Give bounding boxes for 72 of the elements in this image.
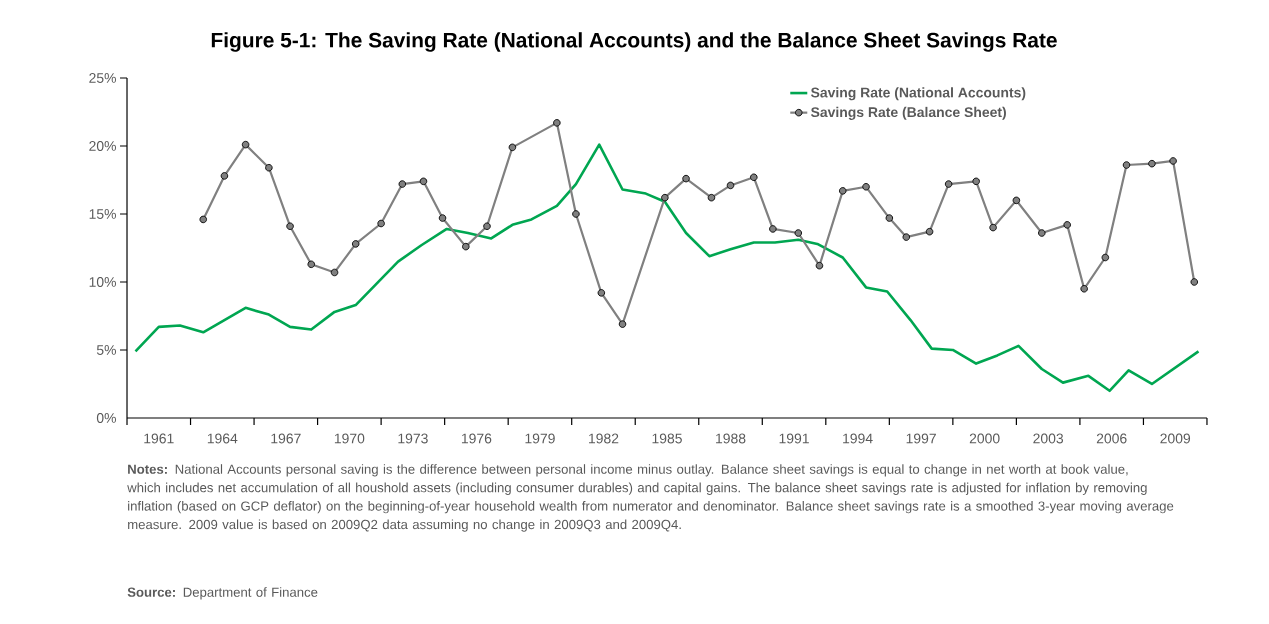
y-tick-label: 25% <box>89 73 116 83</box>
point <box>944 180 953 188</box>
x-tick-label: 2009 <box>1160 433 1191 444</box>
point <box>1012 196 1021 205</box>
point <box>286 222 294 230</box>
x-tick-label: 2006 <box>1096 433 1127 444</box>
x-tick-label: 2000 <box>969 433 1000 444</box>
point <box>794 229 803 237</box>
point <box>1101 253 1110 262</box>
point <box>707 193 716 202</box>
x-tick-label: 1967 <box>271 433 301 444</box>
point <box>1148 159 1156 168</box>
point <box>1122 161 1131 169</box>
point <box>419 177 428 186</box>
point <box>769 225 777 233</box>
point <box>885 214 894 222</box>
y-tick-label: 5% <box>96 345 116 355</box>
point <box>750 173 758 182</box>
x-tick-label: 2003 <box>1033 433 1064 444</box>
point <box>330 268 339 277</box>
x-tick-label: 1979 <box>525 433 555 444</box>
point <box>462 242 470 251</box>
x-tick-label: 1994 <box>843 433 873 444</box>
x-tick-label: 1988 <box>716 433 746 444</box>
point <box>199 215 207 224</box>
point <box>597 289 606 297</box>
point <box>925 227 934 236</box>
x-tick-label: 1985 <box>652 433 682 444</box>
text: Notes: National Accounts personal saving is the difference between personal income minus outlay. Balance sheet savings is equal to change in net worth at book value, which includes net accumulation of all houshold assets (including consumer durables) and capital gains. The balance sheet savings rate is adjusted for inflation by removing inflation (based on GCP deflator) on the beginning-of-year household wealth from numerator and denominator. Balance sheet savings rate is a smoothed 3-year moving average measure. 2009 value is based on 2009Q2 data assuming no change in 2009Q3 and 2009Q4. <box>127 464 1174 532</box>
text: Source: Department of Finance <box>127 587 318 600</box>
y-tick-label: 20% <box>89 141 116 151</box>
point <box>572 210 580 218</box>
point <box>682 174 690 183</box>
point <box>377 219 385 228</box>
point <box>241 140 250 149</box>
point <box>508 143 517 152</box>
point <box>1080 285 1088 293</box>
point <box>862 183 870 191</box>
point <box>438 214 447 222</box>
point <box>839 187 847 195</box>
chart-title: Figure 5-1: The Saving Rate (National Accounts) and the Balance Sheet Savings Rate <box>211 32 1057 52</box>
point <box>1190 278 1199 286</box>
point <box>815 261 824 270</box>
legend-label: Saving Rate (National Accounts) <box>810 87 1026 101</box>
point <box>398 180 407 188</box>
point <box>989 223 997 232</box>
x-tick-label: 1970 <box>334 433 365 444</box>
point <box>220 172 229 180</box>
point <box>1169 157 1177 165</box>
x-tick-label: 1961 <box>144 433 174 444</box>
point <box>307 260 315 269</box>
x-tick-label: 1964 <box>207 433 238 444</box>
point <box>351 240 360 248</box>
point <box>553 119 561 127</box>
point <box>972 177 980 186</box>
x-tick-label: 1991 <box>779 433 809 444</box>
y-tick-label: 10% <box>89 277 116 287</box>
point <box>726 181 735 190</box>
x-tick-label: 1973 <box>398 433 428 444</box>
point <box>902 233 911 241</box>
point <box>618 320 627 328</box>
point <box>1063 221 1071 229</box>
point <box>483 222 491 230</box>
x-tick-label: 1982 <box>589 433 619 444</box>
point <box>1038 229 1046 237</box>
point <box>265 163 273 172</box>
x-tick-label: 1976 <box>461 433 492 444</box>
point <box>661 193 669 202</box>
y-tick-label: 0% <box>96 413 116 423</box>
x-tick-label: 1997 <box>906 433 936 444</box>
legend-label: Savings Rate (Balance Sheet) <box>810 106 1006 120</box>
y-tick-label: 15% <box>89 209 116 219</box>
